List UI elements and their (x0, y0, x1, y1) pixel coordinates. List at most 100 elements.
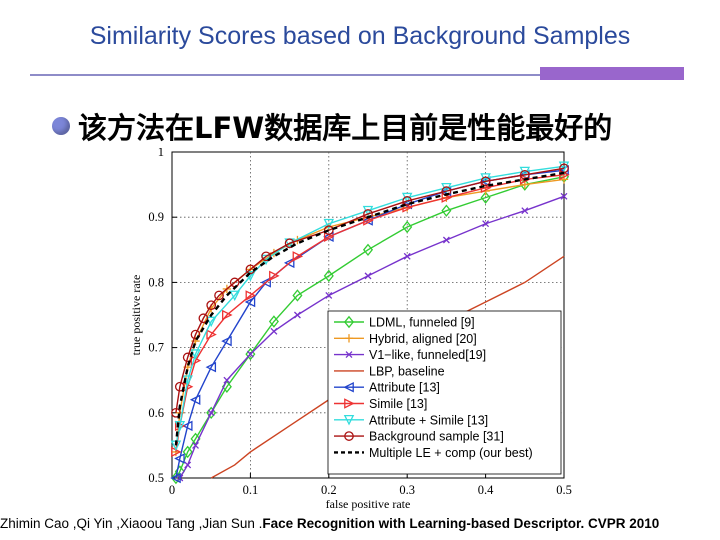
legend-item: LBP, baseline (334, 364, 445, 378)
data-point (482, 220, 490, 228)
series-2 (176, 192, 568, 482)
data-point (480, 191, 491, 204)
data-point (344, 431, 354, 441)
data-point (205, 361, 217, 373)
legend-item: Attribute + Simile [13] (334, 413, 488, 427)
legend-item: LDML, funneled [9] (334, 316, 475, 330)
legend-label: Attribute [13] (369, 381, 440, 395)
data-point (343, 414, 355, 426)
data-point (192, 441, 199, 449)
data-point (362, 243, 374, 257)
data-point (261, 251, 271, 262)
y-tick-label: 0.8 (148, 275, 164, 289)
data-point (174, 453, 185, 464)
data-point (245, 347, 256, 361)
x-tick-label: 0.3 (399, 483, 415, 497)
data-point (222, 309, 233, 321)
legend: LDML, funneled [9] Hybrid, aligned [20] V1… (327, 310, 562, 475)
data-point (343, 381, 354, 393)
series-line (175, 176, 565, 479)
x-tick-label: 0.2 (321, 483, 337, 497)
data-point (182, 445, 193, 459)
legend-label: Background sample [31] (369, 430, 504, 444)
data-point (189, 394, 201, 406)
data-point (441, 204, 452, 217)
series-line (175, 165, 565, 446)
data-point (403, 252, 411, 260)
data-point (246, 350, 254, 358)
legend-label: Attribute + Simile [13] (369, 413, 488, 427)
legend-item: Background sample [31] (334, 430, 504, 444)
data-point (442, 236, 450, 244)
data-point (244, 296, 256, 308)
bullet-dot-icon (52, 117, 70, 135)
series-line (175, 174, 565, 453)
data-point (402, 196, 413, 206)
data-point (325, 291, 333, 299)
title-accent-bar (540, 67, 684, 80)
data-point (182, 420, 193, 432)
title-underline-rule (30, 74, 540, 76)
x-tick-label: 0.1 (243, 483, 259, 497)
tick-labels: 0 0.1 0.2 0.3 0.4 0.5 0.5 0.6 0.7 0.8 0.9 1 (148, 148, 571, 497)
data-point (170, 472, 181, 484)
y-tick-label: 0.6 (148, 406, 164, 420)
legend-label: Hybrid, aligned [20] (369, 332, 477, 346)
data-point (519, 174, 531, 185)
legend-item: Simile [13] (334, 397, 427, 411)
data-point (364, 272, 372, 280)
data-point (559, 163, 569, 174)
data-point (229, 290, 240, 302)
data-point (207, 409, 215, 417)
legend-label: Simile [13] (369, 397, 427, 411)
data-point (245, 290, 257, 301)
y-tick-label: 1 (158, 148, 164, 159)
data-point (174, 381, 185, 392)
data-point (260, 277, 271, 288)
x-tick-label: 0 (169, 483, 175, 497)
legend-item: V1−like, funneled[19] (334, 348, 486, 362)
data-point (171, 407, 181, 418)
data-point (214, 290, 224, 301)
y-tick-label: 0.9 (148, 210, 164, 224)
data-point (292, 251, 304, 262)
data-point (206, 406, 217, 420)
series-group (170, 161, 570, 485)
x-axis-label: false positive rate (326, 497, 411, 511)
legend-label: Multiple LE + comp (our best) (369, 446, 533, 460)
data-point (345, 351, 353, 359)
legend-label: LBP, baseline (369, 364, 445, 378)
data-point (402, 220, 413, 234)
data-point (292, 289, 303, 302)
data-point (190, 349, 201, 360)
x-tick-label: 0.5 (556, 483, 572, 497)
data-point (323, 269, 334, 283)
data-point (269, 270, 280, 282)
data-point (268, 315, 279, 328)
series-8 (174, 171, 565, 446)
legend-label: V1−like, funneled[19] (369, 348, 486, 362)
data-point (521, 207, 529, 215)
data-point (344, 398, 355, 409)
data-point (284, 238, 295, 249)
citation: Zhimin Cao ,Qi Yin ,Xiaoou Tang ,Jian Su… (0, 516, 720, 531)
data-point (270, 327, 278, 335)
data-point (323, 225, 334, 236)
data-point (293, 311, 301, 319)
data-point (221, 335, 232, 347)
data-point (480, 176, 491, 187)
data-point (223, 376, 231, 384)
data-point (206, 329, 217, 340)
data-point (343, 315, 355, 329)
bullet-text: 该方法在LFW数据库上目前是性能最好的 (78, 111, 613, 145)
legend-label: LDML, funneled [9] (369, 316, 475, 330)
data-point (283, 257, 295, 269)
y-tick-label: 0.7 (148, 341, 164, 355)
data-point (206, 300, 217, 311)
data-point (323, 218, 335, 230)
y-tick-label: 0.5 (148, 471, 164, 485)
legend-box (327, 310, 562, 475)
data-point (198, 313, 209, 324)
citation-authors: Zhimin Cao ,Qi Yin ,Xiaoou Tang ,Jian Su… (0, 516, 263, 531)
legend-item: Attribute [13] (334, 381, 440, 395)
